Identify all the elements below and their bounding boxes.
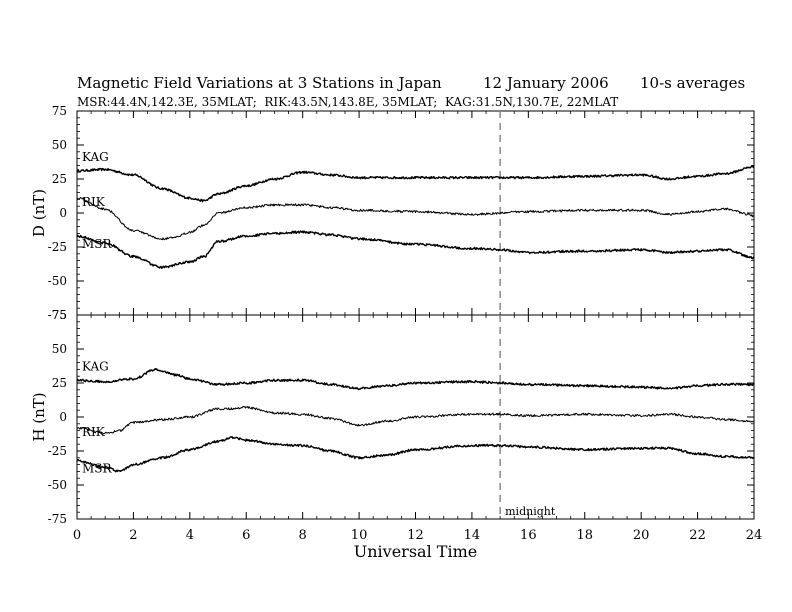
y-tick-label: 0: [59, 206, 67, 220]
x-tick-label: 8: [299, 528, 307, 543]
x-tick-label: 4: [186, 528, 194, 543]
series-label-rik: RIK: [82, 195, 106, 209]
y-tick-label: 25: [52, 172, 67, 186]
series-line-rik: [76, 405, 755, 435]
y-tick-label: 75: [52, 308, 67, 322]
y-tick-label: 0: [59, 410, 67, 424]
x-tick-label: 14: [464, 528, 481, 543]
figure-averaging: 10-s averages: [640, 74, 745, 92]
y-tick-label: -25: [48, 240, 67, 254]
series-label-msr: MSR: [82, 462, 113, 476]
x-axis-label: Universal Time: [354, 542, 477, 561]
y-tick-label: -75: [48, 512, 67, 526]
y-tick-label: -25: [48, 444, 67, 458]
series-label-msr: MSR: [82, 237, 113, 251]
y-tick-label: -50: [48, 274, 67, 288]
x-tick-label: 22: [689, 528, 706, 543]
y-tick-label: 50: [52, 342, 67, 356]
series-line-msr: [76, 230, 755, 270]
figure-header: Magnetic Field Variations at 3 Stations …: [77, 74, 745, 109]
x-tick-label: 24: [746, 528, 763, 543]
panel-h-ylabel: H (nT): [30, 392, 48, 441]
y-tick-label: -75: [48, 308, 67, 322]
series-line-kag: [76, 367, 755, 391]
x-tick-label: 12: [407, 528, 424, 543]
stations-info: MSR:44.4N,142.3E, 35MLAT; RIK:43.5N,143.…: [77, 95, 618, 109]
midnight-label: midnight: [505, 505, 556, 518]
figure-date: 12 January 2006: [483, 74, 609, 92]
series-line-kag: [76, 165, 755, 203]
y-tick-label: 50: [52, 138, 67, 152]
x-tick-label: 16: [520, 528, 537, 543]
chart-panels: -75 -50 -25 0 25 50 75 D (nT) KAG RIK MSR -75 -50 -25…: [30, 104, 762, 561]
x-tick-label: 2: [129, 528, 137, 543]
y-tick-label: 25: [52, 376, 67, 390]
x-tick-label: 20: [633, 528, 650, 543]
x-tick-label: 18: [576, 528, 593, 543]
x-tick-label: 0: [73, 528, 81, 543]
panel-d-ylabel: D (nT): [30, 189, 48, 237]
x-tick-label: 6: [242, 528, 250, 543]
y-tick-label: -50: [48, 478, 67, 492]
series-line-msr: [76, 435, 755, 473]
y-tick-label: 75: [52, 104, 67, 118]
series-label-kag: KAG: [82, 150, 109, 164]
series-label-kag: KAG: [82, 359, 109, 373]
figure-title: Magnetic Field Variations at 3 Stations …: [77, 74, 442, 92]
x-tick-label: 10: [351, 528, 368, 543]
series-line-rik: [76, 196, 754, 241]
series-label-rik: RIK: [82, 425, 106, 439]
panel-d: -75 -50 -25 0 25 50 75 D (nT) KAG RIK MSR: [30, 104, 755, 322]
